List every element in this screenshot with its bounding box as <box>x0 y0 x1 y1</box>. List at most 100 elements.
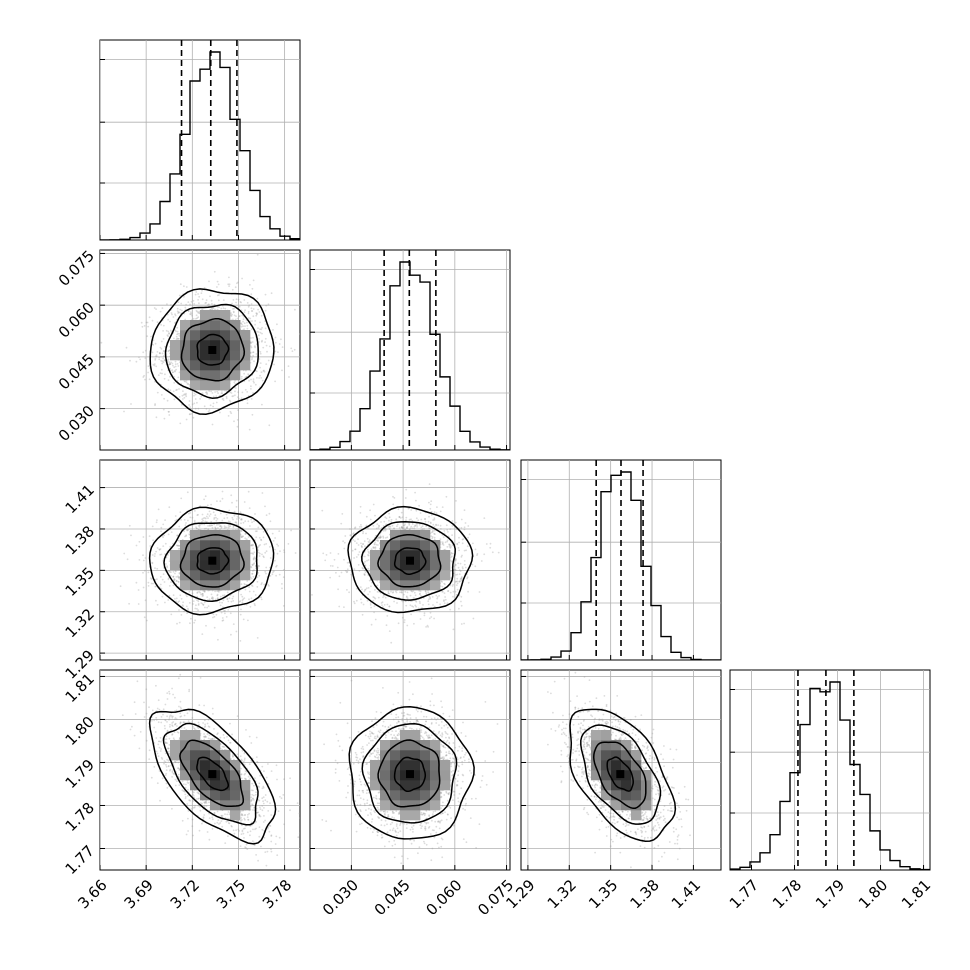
sample-point <box>188 602 191 604</box>
sample-point <box>179 511 182 513</box>
sample-point <box>205 299 208 302</box>
sample-point <box>256 580 259 583</box>
sample-point <box>177 338 179 340</box>
sample-point <box>146 335 149 338</box>
sample-point <box>164 373 166 376</box>
sample-point <box>376 540 379 542</box>
sample-point <box>152 582 155 585</box>
sample-point <box>212 597 215 600</box>
sample-point <box>179 594 182 597</box>
sample-point <box>168 363 171 366</box>
sample-point <box>228 276 230 279</box>
sample-point <box>274 537 276 539</box>
sample-point <box>229 525 232 528</box>
sample-point <box>380 602 383 604</box>
sample-point <box>143 374 146 377</box>
sample-point <box>209 513 212 515</box>
sample-point <box>260 539 263 542</box>
sample-point <box>241 535 244 538</box>
sample-point <box>206 513 209 516</box>
sample-point <box>372 547 375 549</box>
density-cell <box>200 360 211 371</box>
sample-point <box>232 526 235 529</box>
density-cell <box>220 570 231 581</box>
sample-point <box>236 518 238 520</box>
sample-point <box>354 548 356 551</box>
sample-point <box>173 578 176 581</box>
sample-point <box>291 350 294 353</box>
sample-point <box>187 607 189 610</box>
panel-content <box>310 250 510 450</box>
density-cell <box>210 580 221 591</box>
sample-point <box>149 545 152 547</box>
sample-point <box>177 332 180 335</box>
sample-point <box>148 535 151 537</box>
sample-point <box>239 322 242 325</box>
sample-point <box>201 513 204 516</box>
sample-point <box>420 518 423 521</box>
sample-point <box>172 542 174 545</box>
sample-point <box>367 554 369 556</box>
sample-point <box>155 599 157 602</box>
sample-point <box>432 519 434 521</box>
sample-point <box>232 395 235 397</box>
sample-point <box>456 588 459 591</box>
sample-point <box>467 536 469 539</box>
sample-point <box>222 599 225 602</box>
sample-point <box>232 318 234 321</box>
sample-point <box>232 518 234 521</box>
sample-point <box>191 314 193 317</box>
sample-point <box>491 551 494 554</box>
sample-point <box>161 362 164 365</box>
density-cell <box>220 380 231 391</box>
sample-point <box>425 626 427 628</box>
density-cell <box>240 350 251 361</box>
sample-point <box>400 511 403 514</box>
sample-point <box>156 519 158 521</box>
density-cell <box>220 320 231 331</box>
sample-point <box>427 520 430 523</box>
sample-point <box>424 518 426 520</box>
sample-point <box>281 346 284 348</box>
sample-point <box>423 612 426 615</box>
sample-point <box>207 525 210 527</box>
sample-point <box>265 514 268 517</box>
sample-point <box>171 313 173 316</box>
sample-point <box>252 553 255 555</box>
sample-point <box>376 591 379 593</box>
sample-point <box>274 336 277 339</box>
sample-point <box>405 527 408 529</box>
sample-point <box>428 595 431 598</box>
sample-point <box>221 617 224 619</box>
sample-point <box>422 528 424 530</box>
sample-point <box>197 299 200 301</box>
sample-point <box>250 385 252 388</box>
sample-point <box>219 595 222 598</box>
sample-point <box>409 527 412 530</box>
density-cell <box>190 580 201 591</box>
sample-point <box>277 351 279 353</box>
sample-point <box>394 590 397 593</box>
sample-point <box>172 575 175 578</box>
sample-point <box>212 616 214 619</box>
sample-point <box>227 609 230 611</box>
scatter-panel-2-1 <box>309 459 511 661</box>
sample-point <box>442 542 444 545</box>
sample-point <box>184 393 187 396</box>
sample-point <box>166 303 168 305</box>
sample-point <box>415 600 418 603</box>
sample-point <box>252 575 255 578</box>
sample-point <box>175 368 178 371</box>
sample-point <box>267 583 270 586</box>
sample-point <box>177 311 180 314</box>
sample-point <box>238 528 241 531</box>
sample-point <box>142 351 145 354</box>
sample-point <box>265 304 268 307</box>
sample-point <box>207 410 210 413</box>
sample-point <box>241 599 244 602</box>
sample-point <box>257 331 260 333</box>
sample-point <box>187 529 190 531</box>
density-cell <box>230 330 241 341</box>
density-cell <box>180 540 191 551</box>
sample-point <box>259 544 261 546</box>
